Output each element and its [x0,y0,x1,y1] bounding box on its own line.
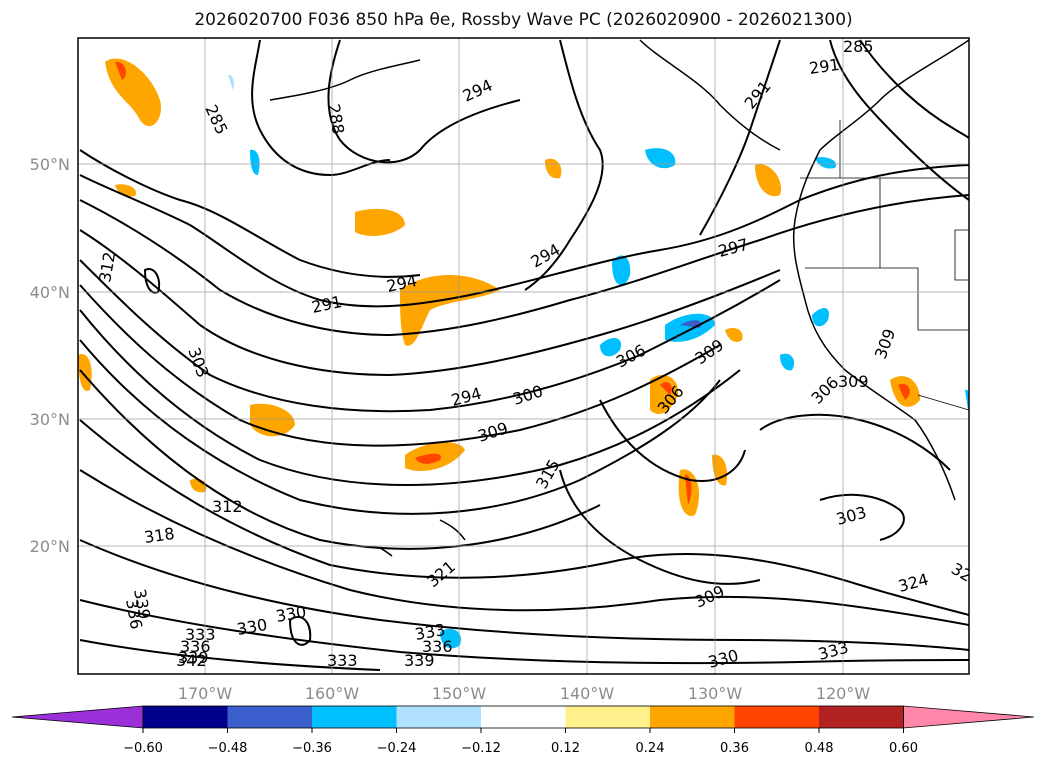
colorbar-segment [650,706,735,728]
colorbar-tick-label: −0.12 [461,741,501,756]
contour-label: 339 [404,651,435,670]
contour-label: 336 [422,637,453,656]
colorbar-outline [142,705,904,729]
lon-axis-labels: 170°W 160°W 150°W 140°W 130°W 120°W [178,684,871,703]
contour-label: 342 [176,651,207,670]
colorbar-tick-label: −0.48 [208,741,248,756]
lat-label: 30°N [30,410,70,429]
colorbar-extend-high [903,705,1035,729]
contour-label: 333 [327,651,358,670]
colorbar-segment [396,706,482,728]
colorbar: −0.60 −0.48 −0.36 −0.24 −0.12 0.12 0.24 0.36 0.4… [11,705,1035,756]
colorbar-segment [312,706,397,728]
coastlines [269,39,969,557]
colorbar-segment [481,706,566,728]
contour-label: 309 [838,372,869,391]
borders [800,120,969,411]
lat-label: 50°N [30,155,70,174]
contour-label: 333 [185,625,216,644]
contour-label: 312 [212,497,243,516]
lon-label: 130°W [688,684,743,703]
colorbar-segment [565,706,651,728]
gridlines [78,38,969,674]
colorbar-tick-label: −0.24 [377,741,417,756]
map-border [77,37,970,675]
colorbar-tick-label: 0.24 [636,741,665,756]
colorbar-segment [227,706,313,728]
contour-label: 285 [843,37,874,56]
colorbar-tick-label: −0.36 [292,741,332,756]
colorbar-segment [819,706,904,728]
contour-label: 339 [178,648,209,667]
colorbar-tick-label: 0.12 [551,741,580,756]
anomaly-shading [78,58,969,649]
colorbar-extend-low [11,705,144,729]
colorbar-tick-label: −0.60 [123,741,163,756]
lon-label: 150°W [432,684,487,703]
lat-label: 40°N [30,283,70,302]
colorbar-tick-label: 0.48 [805,741,834,756]
lon-label: 140°W [560,684,615,703]
colorbar-tick-label: 0.60 [889,741,918,756]
lon-label: 120°W [816,684,871,703]
lon-label: 160°W [305,684,360,703]
lon-label: 170°W [178,684,233,703]
contour-label: 291 [808,55,841,78]
lat-axis-labels: 50°N 40°N 30°N 20°N [30,155,70,556]
colorbar-segment [734,706,820,728]
colorbar-tick-label: 0.36 [720,741,749,756]
colorbar-segment [143,706,228,728]
contour-label: 318 [143,524,176,547]
contour-label: 336 [180,637,211,656]
lat-label: 20°N [30,537,70,556]
map-title: 2026020700 F036 850 hPa θe, Rossby Wave … [194,10,853,30]
